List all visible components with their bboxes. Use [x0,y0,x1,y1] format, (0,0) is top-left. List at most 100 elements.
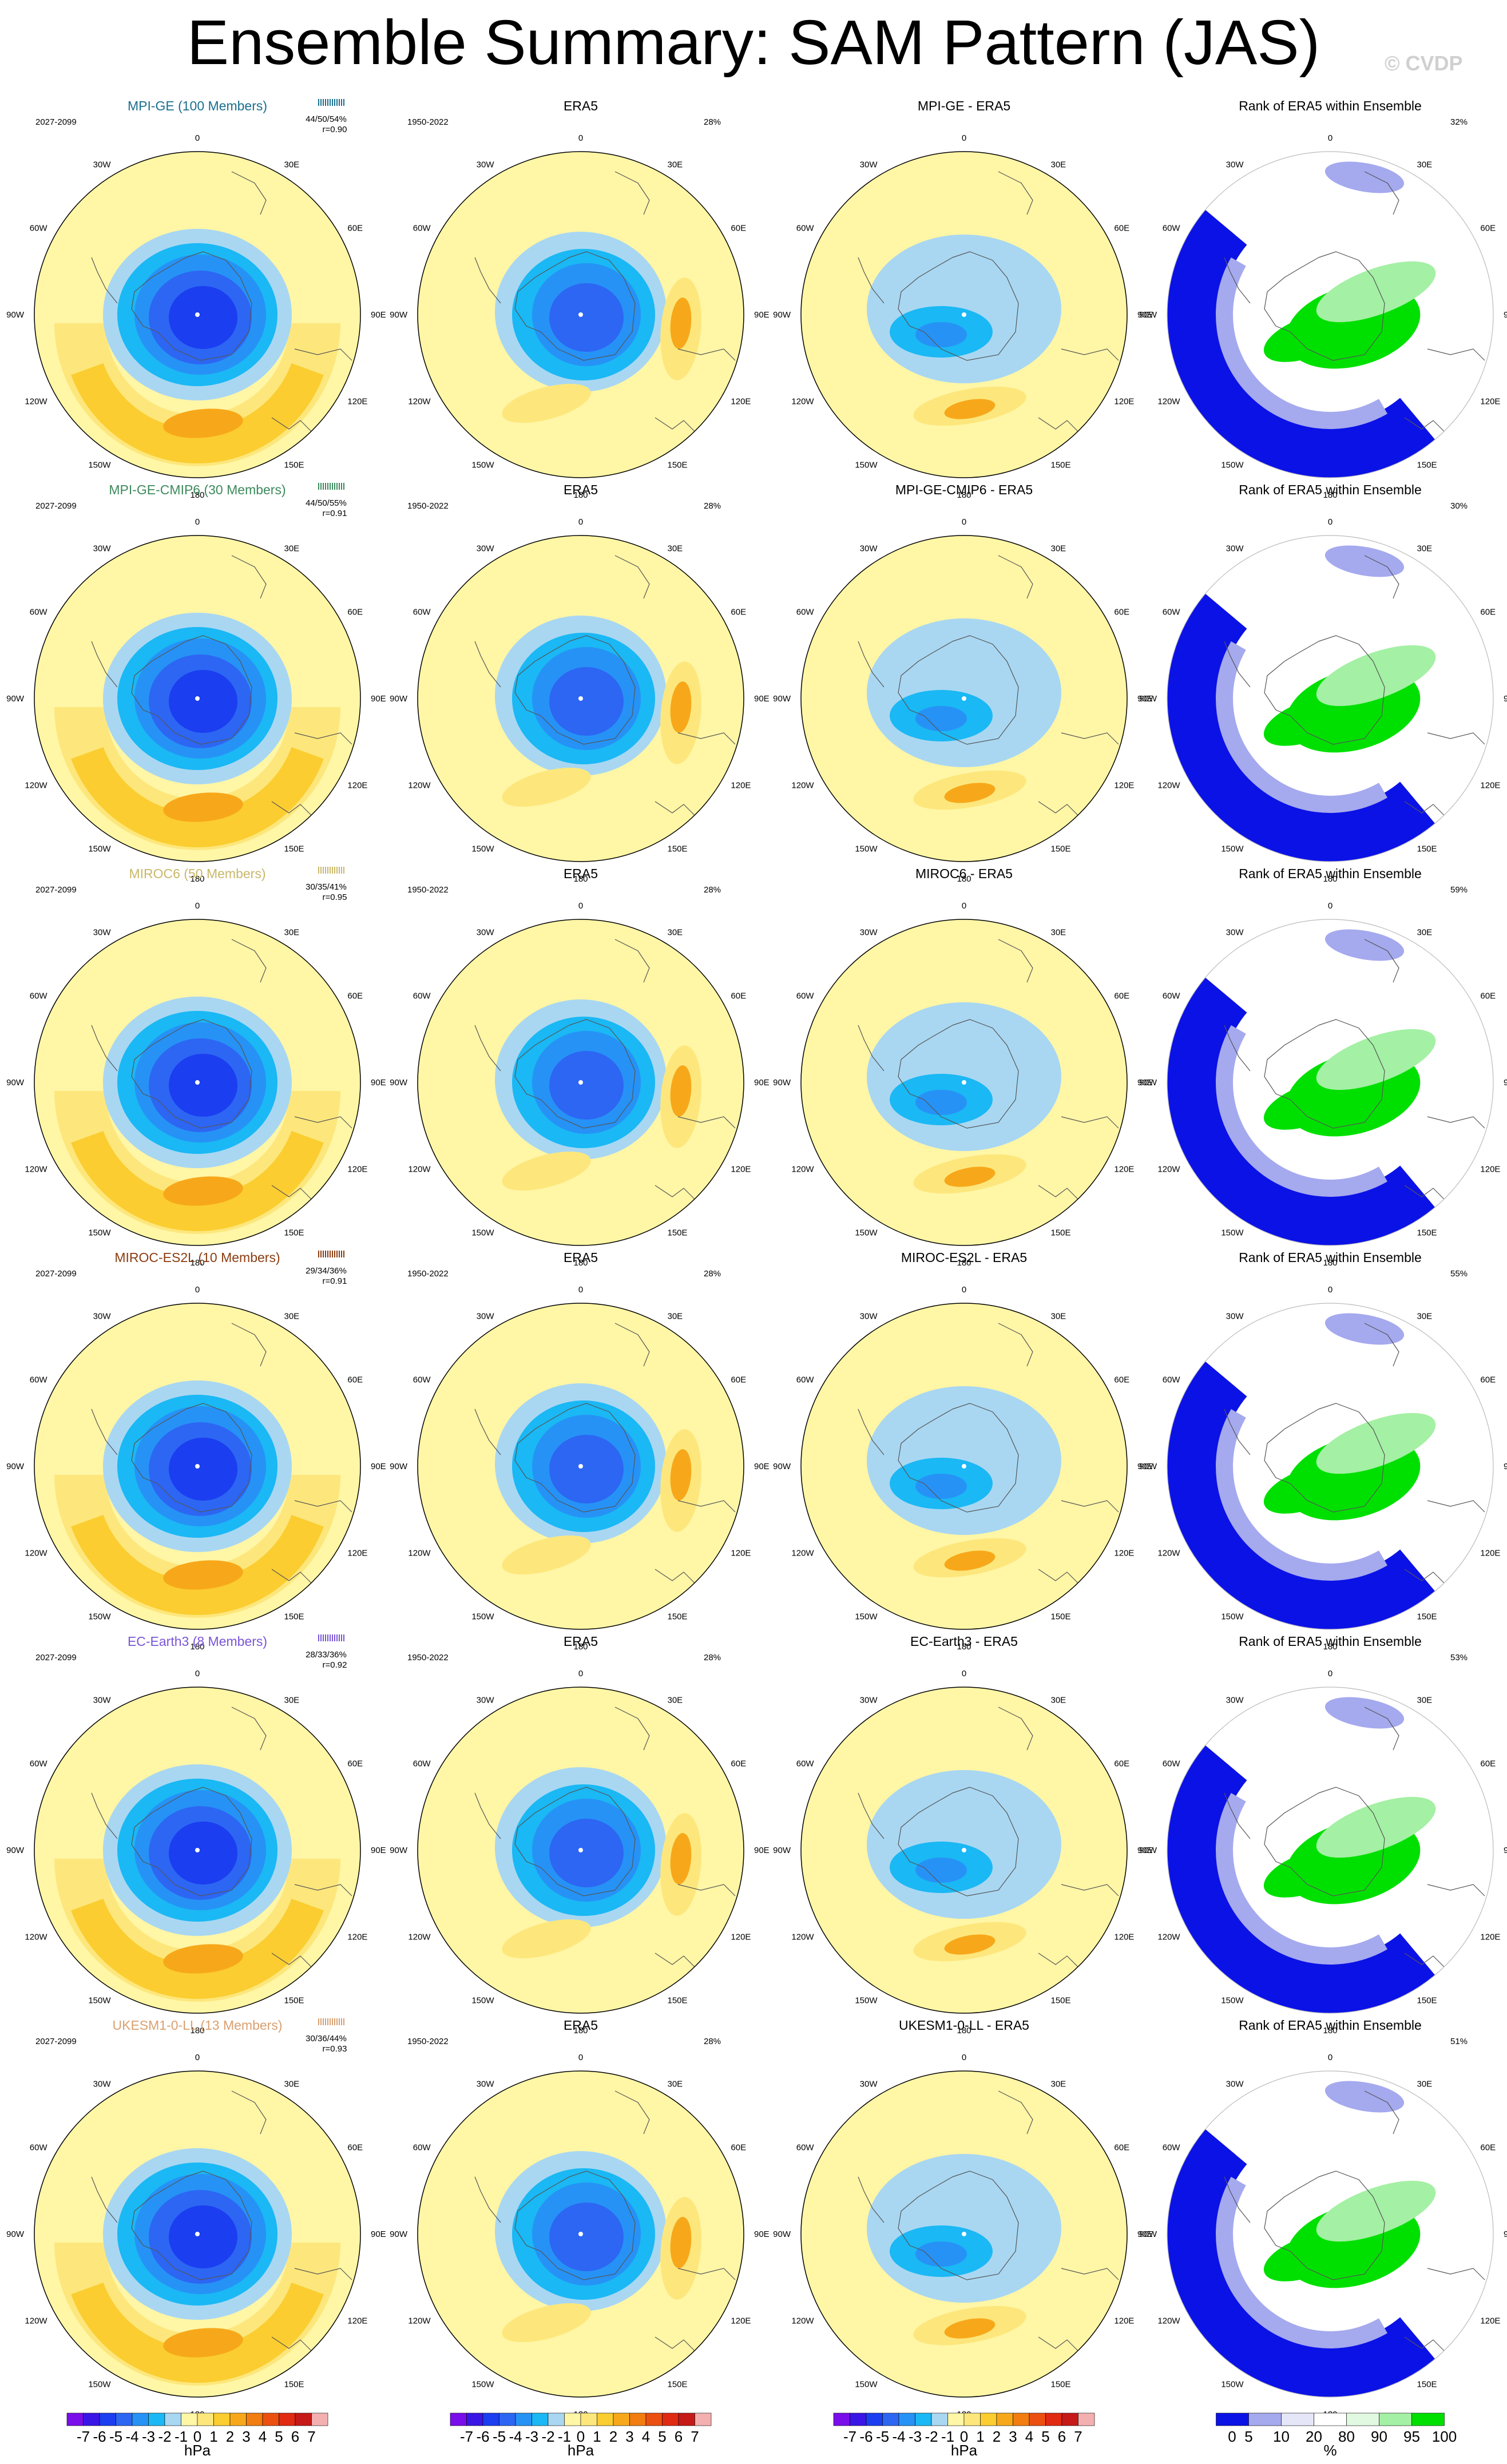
colorbar-swatch [197,2413,214,2426]
colorbar-swatch [613,2413,630,2426]
longitude-label: 180 [1323,874,1337,884]
rank-low-ring [1167,2129,1435,2397]
rank-pct: 51% [1450,2037,1468,2046]
longitude-label: 120W [408,1549,431,1558]
negative-3 [915,2241,967,2267]
rank-field [1167,535,1493,862]
model-years: 2027-2099 [35,1269,77,1279]
rank-pct: 30% [1450,501,1468,511]
longitude-label: 150E [1051,2379,1071,2389]
longitude-label: 180 [1323,1258,1337,1268]
summary-row: MIROC6 (50 Members) 2027-2099 30/35/41%r=0… [6,866,1507,1268]
africa-coastline [1364,171,1399,215]
longitude-label: 150W [88,1612,111,1621]
longitude-label: 150E [1417,1995,1437,2005]
positive-indian-core [670,1449,692,1501]
antarctica-coastline [514,1019,636,1129]
obs-pct-variance: 28% [704,1269,721,1279]
longitude-label: 30W [477,1312,495,1322]
colorbar-swatch [947,2413,965,2426]
longitude-label: 0 [1328,2053,1332,2062]
positive-max [163,792,243,822]
positive-max [163,408,243,438]
longitude-label: 90W [773,310,791,320]
new-zealand-coastline [1404,801,1448,819]
summary-row: UKESM1-0-LL (13 Members) 2027-2099 30/36/4… [6,2018,1507,2419]
antarctica-coastline [514,2171,636,2280]
longitude-label: 150E [1417,1612,1437,1621]
longitude-label: 0 [1328,133,1332,143]
australia-coastline [677,1884,736,1896]
map-border [34,2070,361,2398]
longitude-label: 90W [6,694,25,704]
colorbar-swatch [466,2413,483,2426]
negative-5 [169,1054,237,1117]
africa-coastline [614,555,650,599]
longitude-label: 90E [1504,2229,1507,2239]
pattern-correlation: r=0.91 [323,1276,347,1286]
colorbar-swatch [116,2413,133,2426]
australia-coastline [294,2268,352,2280]
longitude-label: 60E [1480,1759,1496,1769]
south-pole-dot [195,1080,200,1085]
longitude-label: 30E [668,544,683,554]
longitude-label: 60W [413,1375,431,1385]
longitude-label: 150W [471,460,494,470]
longitude-label: 90W [1139,310,1157,320]
negative-5 [169,286,237,349]
colorbar-swatch [181,2413,198,2426]
longitude-label: 0 [578,1285,583,1295]
longitude-label: 60W [796,991,815,1001]
longitude-label: 60W [1163,1759,1181,1769]
longitude-label: 60E [731,1759,746,1769]
colorbar-swatch [83,2413,100,2426]
longitude-label: 180 [573,874,588,884]
colorbar-swatch [915,2413,932,2426]
model-title: UKESM1-0-LL (13 Members) [113,2018,283,2033]
hpa-colorbar: -7 -6 -5 -4 -3 -2 -1 0 1 2 3 4 5 6 7 hPa [833,2413,1095,2459]
rank-title: Rank of ERA5 within Ensemble [1239,1634,1422,1649]
south-america-coastline [91,1408,118,1455]
map-border [417,151,744,478]
colorbar-tick-label: 7 [691,2428,699,2445]
map-border [34,535,361,862]
colorbar-tick-label: 2 [993,2428,1001,2445]
positive-ring-inner [71,1898,324,1999]
antarctica-coastline [898,2171,1019,2280]
negative-3 [915,322,967,347]
longitude-label: 60W [1163,2143,1181,2153]
new-zealand-coastline [1404,417,1448,435]
longitude-label: 150E [284,844,304,854]
map-border [1167,535,1494,862]
longitude-label: 90E [371,1078,386,1088]
rank-field [1167,919,1493,1245]
longitude-label: 150E [668,1228,688,1237]
map-border [417,2070,744,2398]
south-pole-dot [195,312,200,317]
longitude-label: 150W [88,1228,111,1237]
colorbar-swatch [164,2413,181,2426]
colorbar-tick-label: 2 [226,2428,234,2445]
south-america-coastline [1224,1792,1251,1839]
longitude-label: 30W [477,544,495,554]
longitude-label: 90E [371,1846,386,1855]
longitude-label: 0 [962,1669,966,1679]
colorbar-swatch [1061,2413,1078,2426]
colorbar-tick-label: 6 [291,2428,299,2445]
longitude-label: 150W [1221,460,1244,470]
rank-title: Rank of ERA5 within Ensemble [1239,482,1422,497]
model-years: 2027-2099 [35,1653,77,1662]
longitude-label: 60E [1480,991,1496,1001]
longitude-label: 180 [190,874,204,884]
map-border [1167,2070,1494,2398]
rank-title: Rank of ERA5 within Ensemble [1239,2018,1422,2033]
longitude-label: 90E [1137,2229,1153,2239]
longitude-label: 120W [1157,1933,1180,1942]
south-pole-dot [578,696,583,701]
obs-title: ERA5 [564,98,598,113]
longitude-label: 150E [1051,1995,1071,2005]
colorbar-swatch [678,2413,695,2426]
new-zealand-coastline [1038,801,1082,819]
longitude-label: 180 [957,1642,971,1652]
obs-years: 1950-2022 [407,885,449,895]
